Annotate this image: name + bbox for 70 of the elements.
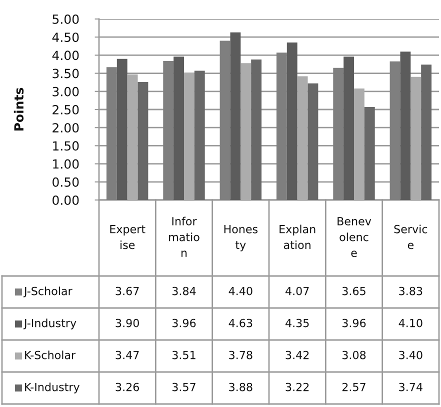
data-label: 3.51 <box>172 350 196 360</box>
bar <box>163 60 174 200</box>
data-label: 4.40 <box>228 286 252 296</box>
x-tick-label: Infor matio n <box>169 216 200 257</box>
y-tick-label: 0.00 <box>52 195 79 205</box>
bar <box>194 70 205 200</box>
legend-label: J-Industry <box>23 318 76 330</box>
y-tick-label: 5.00 <box>52 14 79 24</box>
x-tick-label: Hones ty <box>224 225 258 252</box>
legend-label: J-Scholar <box>23 286 72 298</box>
legend-label: K-Scholar <box>25 350 76 360</box>
bar <box>297 76 308 200</box>
y-tick-label: 3.00 <box>52 86 79 96</box>
bar <box>308 83 318 200</box>
y-tick-label: 1.00 <box>53 159 79 169</box>
data-label: 3.65 <box>342 286 366 296</box>
bar <box>286 42 298 200</box>
data-label: 3.78 <box>229 350 252 360</box>
legend-label: K-Industry <box>25 382 80 394</box>
data-label: 3.83 <box>399 286 422 296</box>
bar <box>174 56 184 200</box>
data-label: 4.10 <box>398 318 422 328</box>
data-label: 3.84 <box>172 286 196 296</box>
bar <box>184 72 194 200</box>
data-label: 3.22 <box>286 382 309 392</box>
bar <box>240 63 252 200</box>
bar <box>333 68 344 200</box>
bar <box>230 32 241 200</box>
y-tick-label: 2.00 <box>52 123 79 133</box>
data-label: 3.96 <box>172 318 196 328</box>
bar <box>421 64 432 200</box>
data-label: 3.40 <box>399 350 422 360</box>
y-tick-label: 1.50 <box>53 141 79 151</box>
data-label: 3.42 <box>286 350 309 360</box>
bar <box>410 76 422 200</box>
bar <box>364 106 375 200</box>
data-label: 3.96 <box>342 318 366 328</box>
bar <box>354 88 364 200</box>
data-label: 4.35 <box>286 318 309 328</box>
bar <box>276 52 287 200</box>
y-tick-label: 0.50 <box>52 177 79 187</box>
bar <box>390 61 400 200</box>
y-tick-label: 2.50 <box>52 104 79 114</box>
bar <box>344 56 354 200</box>
bar <box>106 67 117 200</box>
y-tick-label: 4.00 <box>52 50 79 60</box>
data-label: 3.90 <box>116 318 139 328</box>
data-label: 4.63 <box>228 318 252 328</box>
bar <box>251 60 262 200</box>
y-tick-label: 4.50 <box>52 32 79 42</box>
data-label: 3.88 <box>229 382 252 392</box>
x-tick-label: Explan ation <box>280 224 316 250</box>
data-label: 3.67 <box>116 286 139 296</box>
bar <box>127 74 138 200</box>
data-label: 4.07 <box>286 286 309 296</box>
bar <box>138 82 148 200</box>
y-tick-label: 3.50 <box>52 68 79 78</box>
data-label: 3.57 <box>172 382 196 392</box>
bar <box>400 52 411 200</box>
x-tick-label: Expert ise <box>110 225 146 250</box>
data-label: 3.74 <box>399 382 422 392</box>
data-label: 3.08 <box>342 350 366 360</box>
data-label: 3.47 <box>116 350 139 360</box>
x-tick-label: Benev olenc e <box>338 217 372 258</box>
bar <box>220 40 230 200</box>
bar <box>116 58 128 200</box>
x-tick-label: Servic e <box>394 224 428 250</box>
y-axis-title: Points <box>14 88 24 131</box>
data-label: 3.26 <box>116 382 140 392</box>
data-label: 2.57 <box>342 382 366 392</box>
